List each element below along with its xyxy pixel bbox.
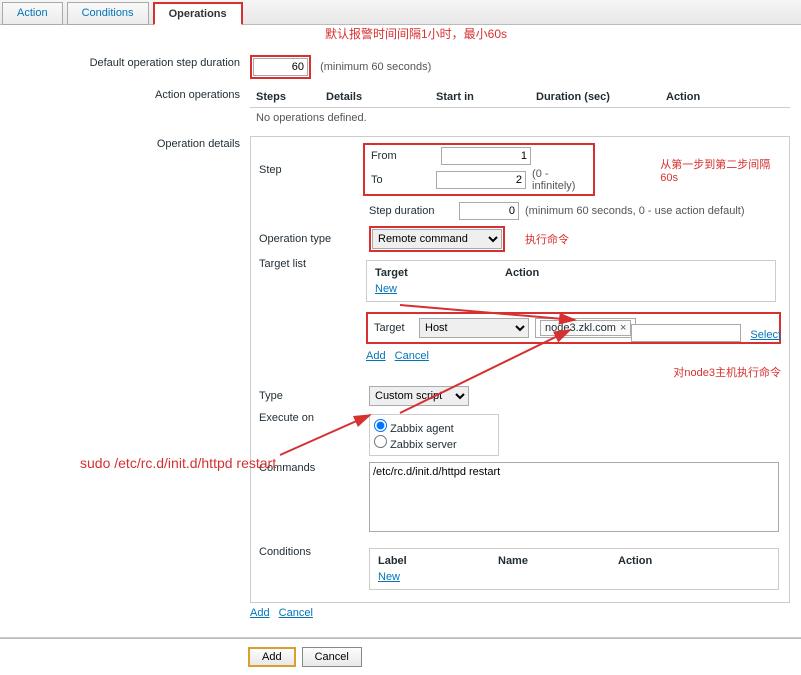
- conditions-panel: Label Name Action New: [369, 548, 779, 590]
- host-chip-text: node3.zkl.com: [545, 322, 616, 334]
- exec-server-label: Zabbix server: [390, 439, 457, 451]
- tab-conditions[interactable]: Conditions: [67, 2, 149, 25]
- default-step-input[interactable]: [253, 58, 308, 76]
- stepdur-label: Step duration: [369, 205, 459, 217]
- select-link[interactable]: Select: [750, 329, 781, 341]
- conditions-label: Conditions: [259, 546, 369, 558]
- type-label: Type: [259, 390, 369, 402]
- targetlist-col-target: Target: [375, 267, 505, 279]
- optype-label: Operation type: [259, 233, 369, 245]
- annotation-default-interval: 默认报警时间间隔1小时，最小60s: [325, 25, 507, 42]
- annotation-target: 对node3主机执行命令: [366, 364, 781, 380]
- opdetails-cancel-link[interactable]: Cancel: [279, 607, 313, 619]
- add-button[interactable]: Add: [248, 647, 296, 667]
- type-select[interactable]: Custom script: [369, 386, 469, 406]
- exec-agent-label: Zabbix agent: [390, 423, 454, 435]
- executeon-panel: Zabbix agent Zabbix server: [369, 414, 499, 456]
- cond-col-name: Name: [498, 555, 618, 567]
- target-new-link[interactable]: New: [375, 283, 397, 295]
- cancel-button[interactable]: Cancel: [302, 647, 362, 667]
- to-input[interactable]: [436, 171, 526, 189]
- ops-empty: No operations defined.: [250, 108, 790, 129]
- cond-new-link[interactable]: New: [378, 571, 400, 583]
- to-label: To: [371, 174, 406, 186]
- exec-agent-radio[interactable]: [374, 419, 387, 432]
- to-hint: (0 - infinitely): [532, 168, 587, 192]
- annotation-optype: 执行命令: [525, 231, 569, 247]
- default-step-hint: (minimum 60 seconds): [320, 61, 431, 73]
- target-add-link[interactable]: Add: [366, 350, 386, 362]
- operation-details-panel: Step From To (0 - infinitely) 从第一步到第二步间隔…: [250, 136, 790, 603]
- op-details-label: Operation details: [10, 136, 250, 619]
- target-list-panel: Target Action New: [366, 260, 776, 302]
- targetlist-col-action: Action: [505, 267, 539, 279]
- stepdur-input[interactable]: [459, 202, 519, 220]
- commands-textarea[interactable]: [369, 462, 779, 532]
- annotation-command: sudo /etc/rc.d/init.d/httpd restart: [80, 455, 276, 471]
- optype-select[interactable]: Remote command: [372, 229, 502, 249]
- from-label: From: [371, 150, 411, 162]
- default-step-label: Default operation step duration: [10, 55, 250, 79]
- col-steps: Steps: [250, 87, 320, 108]
- col-duration: Duration (sec): [530, 87, 660, 108]
- executeon-label: Execute on: [259, 412, 369, 424]
- col-startin: Start in: [430, 87, 530, 108]
- tab-action[interactable]: Action: [2, 2, 63, 25]
- tabs-bar: Action Conditions Operations: [0, 0, 801, 25]
- host-extra-input[interactable]: [631, 324, 741, 342]
- targetlist-label: Target list: [259, 258, 366, 270]
- target-cancel-link[interactable]: Cancel: [395, 350, 429, 362]
- step-label: Step: [259, 164, 363, 176]
- host-chip-remove-icon[interactable]: ×: [620, 322, 626, 334]
- from-input[interactable]: [441, 147, 531, 165]
- action-ops-table: Steps Details Start in Duration (sec) Ac…: [250, 87, 790, 128]
- annotation-step: 从第一步到第二步间隔60s: [660, 156, 781, 184]
- action-ops-label: Action operations: [10, 87, 250, 128]
- col-details: Details: [320, 87, 430, 108]
- cond-col-action: Action: [618, 555, 652, 567]
- opdetails-add-link[interactable]: Add: [250, 607, 270, 619]
- col-action: Action: [660, 87, 790, 108]
- target-type-select[interactable]: Host: [419, 318, 529, 338]
- stepdur-hint: (minimum 60 seconds, 0 - use action defa…: [525, 205, 745, 217]
- tab-operations[interactable]: Operations: [153, 2, 243, 25]
- target-label: Target: [374, 322, 419, 334]
- exec-server-radio[interactable]: [374, 435, 387, 448]
- cond-col-label: Label: [378, 555, 498, 567]
- host-chip[interactable]: node3.zkl.com ×: [540, 320, 631, 336]
